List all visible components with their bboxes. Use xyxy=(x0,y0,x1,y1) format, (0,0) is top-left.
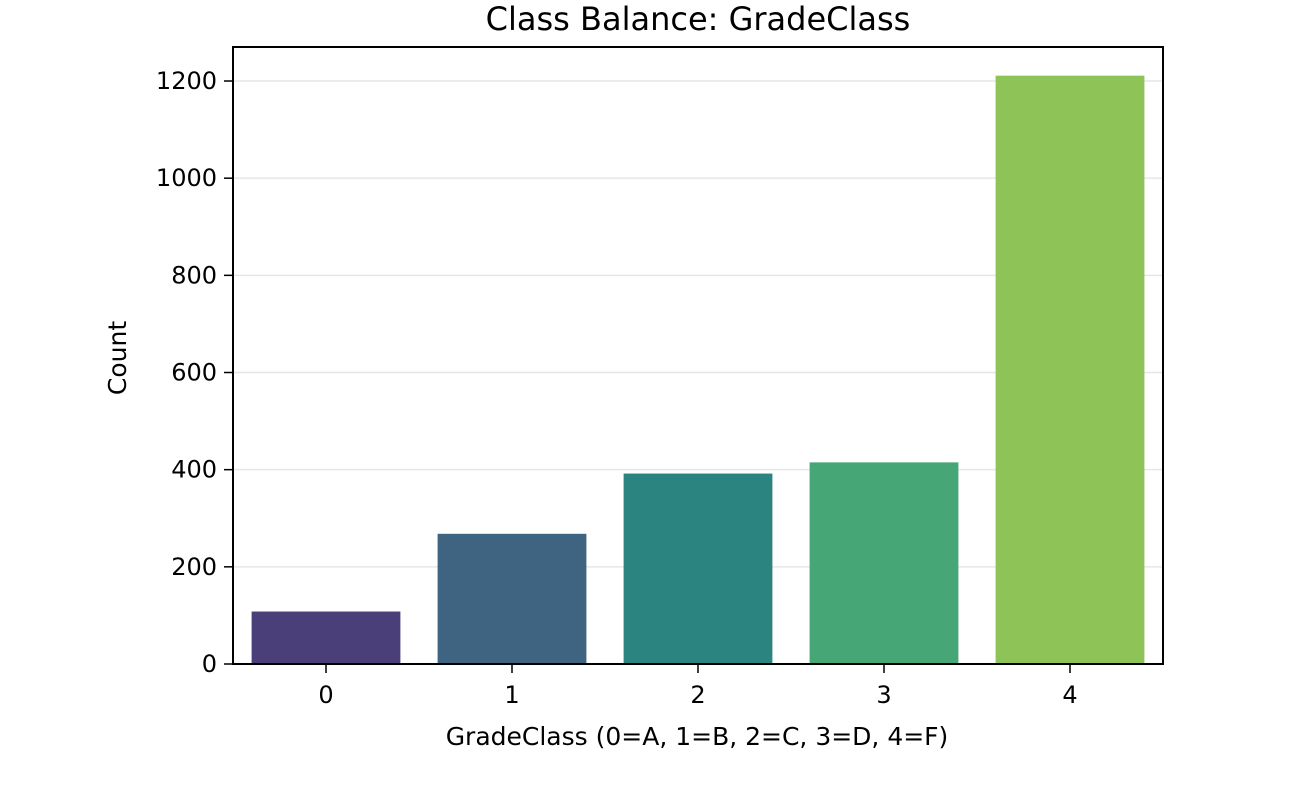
y-tick-label: 800 xyxy=(171,261,217,289)
x-tick-label: 1 xyxy=(504,681,519,709)
y-tick-label: 1200 xyxy=(156,67,217,95)
y-tick-label: 0 xyxy=(202,650,217,678)
y-tick-label: 200 xyxy=(171,553,217,581)
x-tick-label: 2 xyxy=(690,681,705,709)
y-tick-label: 600 xyxy=(171,359,217,387)
x-tick-label: 4 xyxy=(1062,681,1077,709)
chart-title: Class Balance: GradeClass xyxy=(486,0,911,38)
y-axis-ticks: 0 200 400 600 800 1000 1200 xyxy=(156,67,233,678)
x-tick-label: 0 xyxy=(318,681,333,709)
y-axis-label: Count xyxy=(103,321,132,395)
y-tick-label: 1000 xyxy=(156,164,217,192)
bar-1 xyxy=(437,533,587,664)
x-axis-label: GradeClass (0=A, 1=B, 2=C, 3=D, 4=F) xyxy=(446,722,949,751)
bar-3 xyxy=(809,462,959,664)
x-tick-label: 3 xyxy=(876,681,891,709)
bar-0 xyxy=(251,611,401,664)
y-tick-label: 400 xyxy=(171,456,217,484)
bar-4 xyxy=(995,75,1145,665)
bars xyxy=(251,75,1145,665)
x-axis-ticks: 0 1 2 3 4 xyxy=(318,664,1078,709)
bar-2 xyxy=(623,473,773,664)
